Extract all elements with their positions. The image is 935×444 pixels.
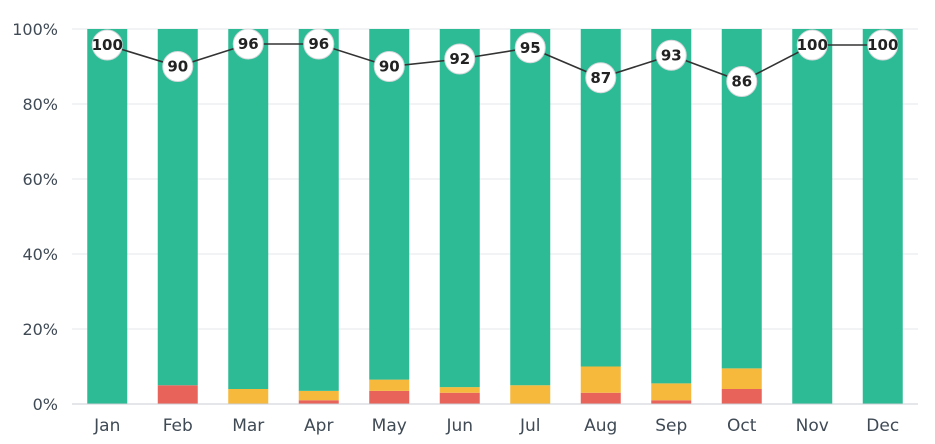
bar-segment — [298, 29, 339, 391]
y-tick-label: 40% — [22, 245, 58, 264]
line-point — [867, 29, 899, 61]
line-point — [514, 32, 546, 64]
x-tick-label: Mar — [232, 416, 264, 436]
bar-segment — [439, 29, 480, 388]
y-tick-label: 100% — [12, 20, 58, 39]
bar-segment — [651, 29, 692, 384]
bar-segment — [369, 390, 410, 404]
y-tick-label: 0% — [33, 395, 58, 414]
data-label: 87 — [590, 69, 611, 87]
bar-segment — [298, 390, 339, 401]
data-label: 86 — [731, 73, 752, 91]
bar-segment — [369, 29, 410, 380]
bar-segment — [369, 379, 410, 391]
bar-segment — [439, 392, 480, 404]
x-tick-label: Aug — [584, 416, 617, 436]
x-tick-label: Sep — [655, 416, 687, 436]
y-tick-label: 20% — [22, 320, 58, 339]
x-tick-label: Nov — [796, 416, 829, 436]
data-label: 100 — [797, 36, 828, 54]
line-point — [585, 62, 617, 94]
x-tick-label: Oct — [727, 416, 757, 436]
line-series — [107, 43, 883, 83]
bar-segment — [439, 387, 480, 393]
bar-segment — [862, 29, 903, 404]
bar-segment — [580, 392, 621, 404]
bar-segment — [651, 383, 692, 401]
bar-segment — [580, 366, 621, 393]
x-tick-label: Feb — [163, 416, 193, 436]
x-tick-label: May — [372, 416, 407, 436]
line-point — [162, 51, 194, 82]
bar-segment — [157, 385, 198, 404]
y-tick-label: 80% — [22, 95, 58, 114]
x-tick-label: Jan — [93, 416, 120, 436]
line-point — [444, 43, 476, 75]
bar-segment — [510, 29, 551, 386]
data-label: 92 — [449, 50, 470, 68]
bar-segment — [228, 389, 269, 404]
bar-segment — [721, 368, 762, 389]
line-point — [373, 51, 405, 82]
data-label: 90 — [167, 58, 188, 76]
data-label: 100 — [867, 36, 898, 54]
bar-segment — [721, 389, 762, 404]
x-tick-label: Apr — [304, 416, 333, 436]
line-point — [303, 28, 335, 60]
bar-segment — [510, 385, 551, 404]
y-tick-label: 60% — [22, 170, 58, 189]
line-point — [232, 28, 264, 60]
data-label: 96 — [308, 35, 329, 53]
data-label: 95 — [520, 39, 541, 57]
data-label: 96 — [238, 35, 259, 53]
bar-segment — [228, 29, 269, 389]
data-label: 90 — [379, 58, 400, 76]
data-label: 100 — [92, 36, 123, 54]
bar-segment — [157, 29, 198, 386]
line-point — [796, 29, 828, 61]
line-point — [91, 29, 123, 61]
line-point — [726, 66, 758, 97]
bar-segment — [651, 400, 692, 404]
x-tick-label: Dec — [866, 416, 899, 436]
x-tick-label: Jul — [519, 416, 541, 436]
line-point — [655, 39, 687, 71]
bar-segment — [298, 400, 339, 404]
bar-segment — [87, 29, 128, 404]
x-tick-label: Jun — [445, 416, 473, 436]
data-label: 93 — [661, 46, 682, 64]
bar-segment — [792, 29, 833, 404]
